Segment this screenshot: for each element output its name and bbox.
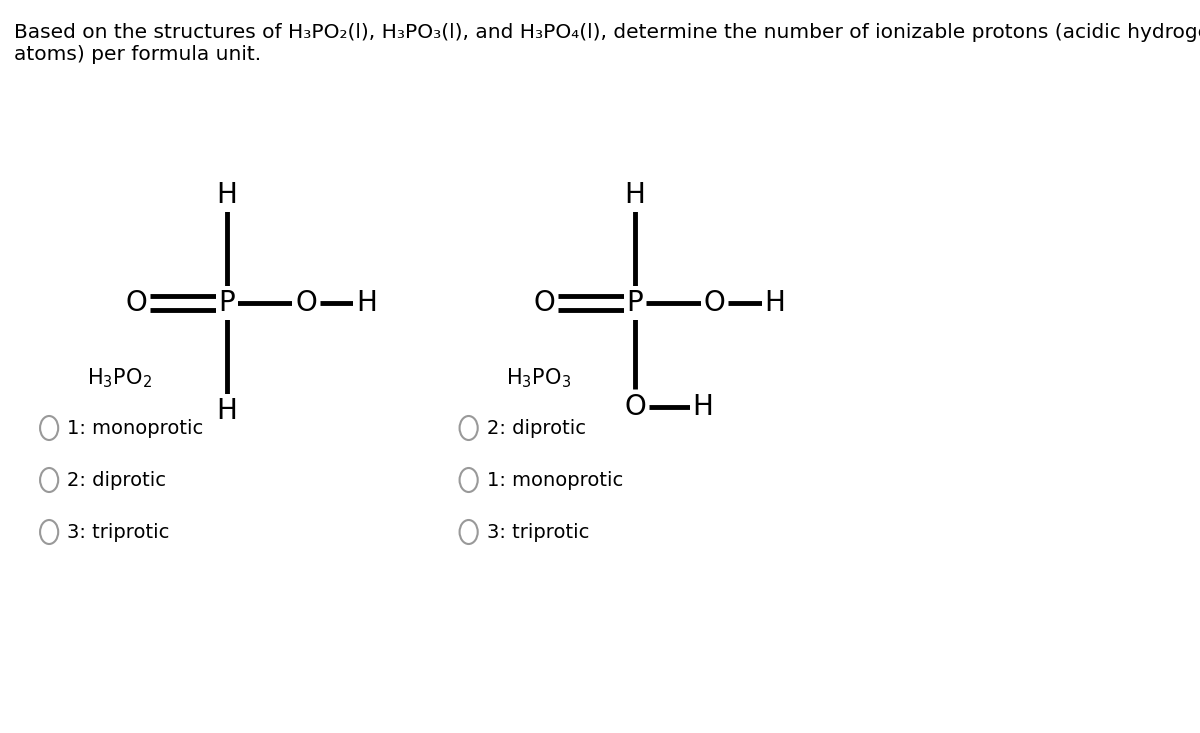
Text: 2: diprotic: 2: diprotic (67, 471, 167, 490)
Text: $\mathrm{H_3PO_2}$: $\mathrm{H_3PO_2}$ (86, 366, 152, 390)
Text: 2: diprotic: 2: diprotic (487, 419, 586, 438)
Text: P: P (626, 289, 643, 317)
Text: 1: monoprotic: 1: monoprotic (67, 419, 204, 438)
Text: H: H (356, 289, 377, 317)
Text: H: H (216, 397, 238, 425)
Text: O: O (533, 289, 556, 317)
Text: H: H (764, 289, 785, 317)
Text: H: H (216, 181, 238, 209)
Text: O: O (125, 289, 146, 317)
Text: H: H (624, 181, 646, 209)
Text: O: O (295, 289, 317, 317)
Text: H: H (692, 393, 714, 421)
Text: $\mathrm{H_3PO_3}$: $\mathrm{H_3PO_3}$ (506, 366, 571, 390)
Text: O: O (624, 393, 646, 421)
Text: P: P (218, 289, 235, 317)
Text: 3: triprotic: 3: triprotic (67, 523, 169, 542)
Text: O: O (703, 289, 725, 317)
Text: 1: monoprotic: 1: monoprotic (487, 471, 623, 490)
Text: Based on the structures of H₃PO₂(l), H₃PO₃(l), and H₃PO₄(l), determine the numbe: Based on the structures of H₃PO₂(l), H₃P… (13, 23, 1200, 42)
Text: atoms) per formula unit.: atoms) per formula unit. (13, 45, 260, 64)
Text: 3: triprotic: 3: triprotic (487, 523, 589, 542)
